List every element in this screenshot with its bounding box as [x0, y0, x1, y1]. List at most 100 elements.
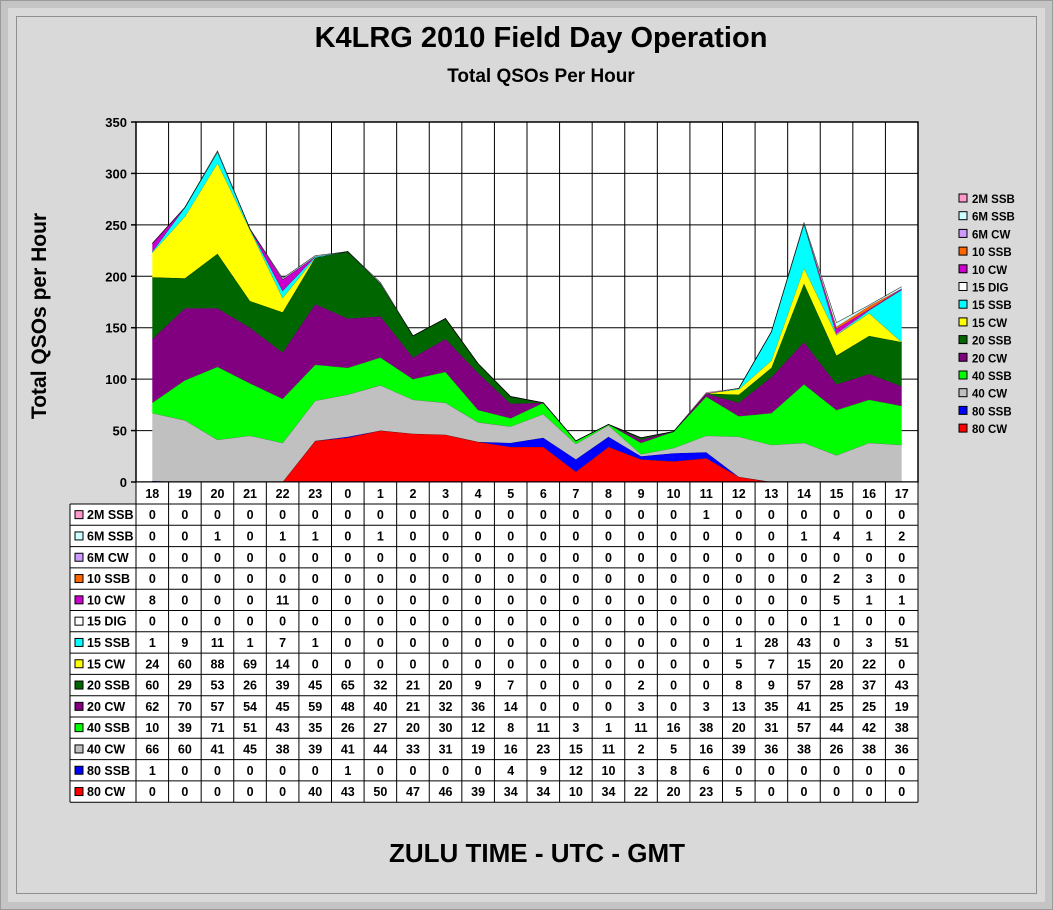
table-cell-value: 20 [732, 721, 746, 735]
area-series-15-cw [152, 163, 902, 441]
table-cell-value: 0 [409, 529, 416, 543]
table-cell-value: 0 [703, 615, 710, 629]
table-cell-value: 33 [406, 742, 420, 756]
table-cell-value: 57 [797, 679, 811, 693]
table-cell-value: 0 [442, 615, 449, 629]
table-cell-value: 39 [308, 742, 322, 756]
table-cell-value: 0 [898, 572, 905, 586]
table-cell-value: 0 [442, 508, 449, 522]
table-cell-value: 0 [572, 508, 579, 522]
table-cell-value: 0 [312, 572, 319, 586]
table-cell-value: 1 [149, 636, 156, 650]
chart-title: K4LRG 2010 Field Day Operation [315, 22, 768, 54]
table-cell-value: 32 [373, 679, 387, 693]
table-cell-value: 13 [732, 700, 746, 714]
table-cell-value: 14 [504, 700, 518, 714]
table-cell-value: 0 [572, 593, 579, 607]
table-cell-value: 0 [800, 551, 807, 565]
x-category-label: 15 [830, 487, 844, 501]
table-cell-value: 2 [833, 572, 840, 586]
table-cell-value: 0 [605, 636, 612, 650]
table-cell-value: 0 [866, 551, 873, 565]
table-cell-value: 0 [442, 572, 449, 586]
row-legend-swatch [74, 765, 84, 775]
legend-swatch [958, 299, 968, 309]
table-cell-value: 20 [439, 679, 453, 693]
table-cell-value: 7 [507, 679, 514, 693]
table-cell-value: 0 [507, 508, 514, 522]
table-cell-value: 41 [341, 742, 355, 756]
table-cell-value: 0 [735, 551, 742, 565]
y-tick-label: 0 [120, 475, 127, 490]
chart-frame-inner [16, 16, 1037, 894]
table-cell-value: 0 [670, 529, 677, 543]
table-cell-value: 15 [797, 657, 811, 671]
row-legend-swatch [74, 787, 84, 797]
legend-label: 40 SSB [972, 371, 1012, 383]
x-category-label: 13 [764, 487, 778, 501]
x-category-label: 3 [442, 487, 449, 501]
table-cell-value: 0 [312, 764, 319, 778]
legend-swatch [958, 246, 968, 256]
area-series-group [152, 150, 902, 483]
table-cell-value: 0 [149, 529, 156, 543]
table-cell-value: 1 [247, 636, 254, 650]
table-cell-value: 36 [764, 742, 778, 756]
table-cell-value: 0 [670, 636, 677, 650]
table-cell-value: 8 [149, 593, 156, 607]
table-cell-value: 60 [145, 679, 159, 693]
legend-swatch [958, 193, 968, 203]
x-category-label: 20 [211, 487, 225, 501]
table-cell-value: 40 [308, 785, 322, 799]
table-cell-value: 0 [312, 551, 319, 565]
x-category-label: 23 [308, 487, 322, 501]
table-cell-value: 57 [797, 721, 811, 735]
y-tick-label: 350 [105, 115, 127, 130]
table-cell-value: 0 [409, 615, 416, 629]
table-cell-value: 0 [670, 508, 677, 522]
table-cell-value: 0 [409, 508, 416, 522]
table-cell-value: 0 [540, 657, 547, 671]
table-cell-value: 0 [409, 657, 416, 671]
table-cell-value: 0 [214, 572, 221, 586]
legend-swatch [958, 211, 968, 221]
y-tick-label: 300 [105, 166, 127, 181]
row-series-label: 10 CW [87, 593, 125, 607]
table-cell-value: 0 [442, 529, 449, 543]
row-legend-swatch [74, 723, 84, 733]
x-category-label: 1 [377, 487, 384, 501]
legend-label: 2M SSB [972, 194, 1015, 206]
table-cell-value: 0 [214, 785, 221, 799]
table-cell-value: 0 [475, 508, 482, 522]
legend-swatch [958, 423, 968, 433]
table-cell-value: 0 [442, 764, 449, 778]
table-cell-value: 0 [507, 657, 514, 671]
table-cell-value: 0 [898, 657, 905, 671]
table-cell-value: 10 [602, 764, 616, 778]
row-series-label: 80 CW [87, 785, 125, 799]
legend-swatch [958, 352, 968, 362]
table-cell-value: 16 [699, 742, 713, 756]
table-cell-value: 0 [149, 785, 156, 799]
table-cell-value: 25 [862, 700, 876, 714]
legend-label: 15 SSB [972, 300, 1012, 312]
table-cell-value: 0 [605, 572, 612, 586]
table-cell-value: 5 [670, 742, 677, 756]
table-cell-value: 0 [605, 593, 612, 607]
table-cell-value: 0 [735, 764, 742, 778]
row-series-label: 20 SSB [87, 679, 130, 693]
table-cell-value: 3 [703, 700, 710, 714]
table-cell-value: 0 [572, 572, 579, 586]
table-cell-value: 3 [866, 636, 873, 650]
table-cell-value: 0 [670, 679, 677, 693]
table-cell-value: 0 [703, 551, 710, 565]
table-cell-value: 2 [638, 742, 645, 756]
row-legend-swatch [74, 744, 84, 754]
table-cell-value: 4 [833, 529, 840, 543]
table-cell-value: 0 [507, 593, 514, 607]
table-cell-value: 31 [439, 742, 453, 756]
table-cell-value: 0 [279, 764, 286, 778]
table-cell-value: 9 [181, 636, 188, 650]
table-cell-value: 0 [344, 657, 351, 671]
table-cell-value: 0 [540, 572, 547, 586]
